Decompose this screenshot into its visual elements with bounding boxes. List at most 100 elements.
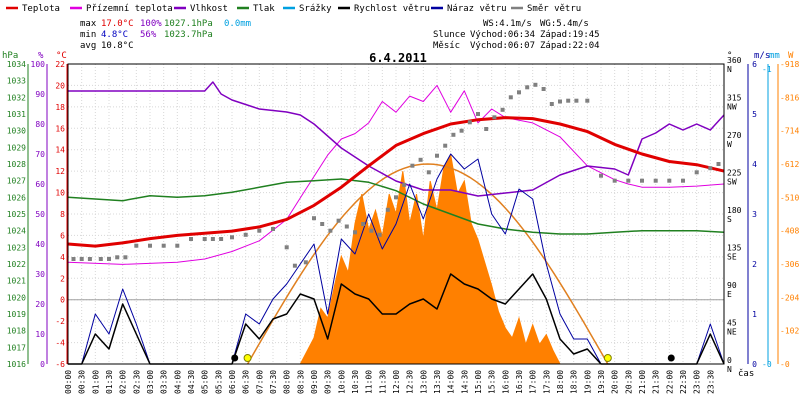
unit-ms: m/s xyxy=(754,51,770,61)
hpa-tick-label: 1018 xyxy=(7,327,26,336)
wind-direction-point xyxy=(640,178,644,183)
wind-direction-point xyxy=(257,228,262,233)
celsius-tick-label: 0 xyxy=(60,296,65,305)
wind-direction-point xyxy=(284,245,289,250)
wind-direction-point xyxy=(353,230,357,235)
w-tick-label: -204 xyxy=(780,293,799,302)
hpa-tick-label: 1034 xyxy=(7,60,26,69)
x-tick-label: 16:30 xyxy=(515,370,524,394)
w-tick-label: -306 xyxy=(780,260,799,269)
hpa-tick-label: 1031 xyxy=(7,110,26,119)
wind-direction-point xyxy=(123,255,128,260)
wind-direction-point xyxy=(653,178,658,183)
celsius-tick-label: -2 xyxy=(55,317,65,326)
wind-direction-point xyxy=(87,257,92,261)
x-tick-label: 16:00 xyxy=(501,370,510,394)
x-tick-label: 17:00 xyxy=(529,370,538,394)
w-tick-label: -408 xyxy=(780,227,799,236)
percent-tick-label: 70 xyxy=(35,150,45,159)
wind-direction-point xyxy=(79,257,84,261)
wind-direction-point xyxy=(517,90,521,95)
wind-direction-point xyxy=(435,153,439,158)
hpa-tick-label: 1016 xyxy=(7,360,26,369)
wind-direction-point xyxy=(115,255,120,260)
wind-direction-point xyxy=(210,237,215,241)
x-tick-label: 04:30 xyxy=(187,370,196,394)
hpa-tick-label: 1027 xyxy=(7,177,26,186)
x-tick-label: 09:30 xyxy=(324,370,333,394)
unit-w: W xyxy=(788,51,794,61)
x-tick-label: 09:00 xyxy=(310,370,319,394)
percent-tick-label: 60 xyxy=(35,180,45,189)
hpa-tick-label: 1023 xyxy=(7,243,26,252)
stats-avg-temp: 10.8°C xyxy=(101,41,134,51)
wind-direction-point xyxy=(312,216,316,221)
x-tick-label: 21:00 xyxy=(638,370,647,394)
x-tick-label: 15:00 xyxy=(474,370,483,394)
compass-label: NW xyxy=(727,103,737,112)
legend-item-prizemni-teplota: Přízemní teplota xyxy=(70,4,173,14)
wind-direction-point xyxy=(344,224,349,229)
wind-direction-point xyxy=(189,237,193,241)
legend-label: Srážky xyxy=(299,4,332,14)
x-tick-label: 06:30 xyxy=(242,370,251,394)
x-tick-label: 02:00 xyxy=(119,370,128,394)
wind-speed-info: WS:4.1m/s xyxy=(483,19,532,29)
moon-label: Měsíc xyxy=(433,41,460,51)
percent-tick-label: 100 xyxy=(31,60,46,69)
ms-tick-label: 3 xyxy=(752,210,757,219)
legend-item-srazky: Srážky xyxy=(283,4,332,14)
wind-direction-point xyxy=(230,235,234,240)
hpa-tick-label: 1019 xyxy=(7,310,26,319)
x-tick-label: 08:30 xyxy=(296,370,305,394)
compass-label: N xyxy=(727,65,732,74)
percent-tick-label: 0 xyxy=(40,360,45,369)
compass-label: E xyxy=(727,290,732,299)
legend: Teplota Přízemní teplota Vlhkost Tlak Sr… xyxy=(6,4,581,14)
hpa-tick-label: 1020 xyxy=(7,293,26,302)
w-tick-label: -102 xyxy=(780,327,799,336)
legend-item-naraz-vetru: Náraz větru xyxy=(431,4,507,14)
sunset: Západ:19:45 xyxy=(540,30,600,40)
moonset: Západ:22:04 xyxy=(540,41,600,51)
stats-max-press: 1027.1hPa xyxy=(164,19,213,29)
wind-direction-point xyxy=(612,178,617,183)
compass-label: S xyxy=(727,215,732,224)
ms-tick-label: 4 xyxy=(752,160,757,169)
sunrise: Východ:06:34 xyxy=(470,30,535,40)
ms-tick-label: 1 xyxy=(752,310,757,319)
wind-direction-point xyxy=(566,98,571,103)
unit-pct: % xyxy=(38,51,44,61)
hpa-tick-label: 1030 xyxy=(7,127,26,136)
x-tick-label: 23:30 xyxy=(706,370,715,394)
x-tick-label: 00:30 xyxy=(78,370,87,394)
celsius-tick-label: 6 xyxy=(60,231,65,240)
x-tick-label: 13:30 xyxy=(433,370,442,394)
x-tick-label: 02:30 xyxy=(132,370,141,394)
x-tick-label: 03:00 xyxy=(146,370,155,394)
celsius-tick-label: 2 xyxy=(60,274,65,283)
celsius-tick-label: 4 xyxy=(60,253,65,262)
x-tick-label: 23:00 xyxy=(693,370,702,394)
x-tick-label: 17:30 xyxy=(542,370,551,394)
legend-label: Teplota xyxy=(22,4,60,14)
axis-units: hPa % °C ° m/s mm W čas xyxy=(2,51,794,379)
stats-max-rain: 0.0mm xyxy=(224,19,251,29)
wind-direction-point xyxy=(369,228,374,233)
wind-direction-point xyxy=(667,178,672,183)
wind-direction-point xyxy=(107,257,111,261)
wind-direction-point xyxy=(219,237,224,241)
ground-temp-line xyxy=(67,84,725,265)
wind-direction-point xyxy=(500,107,505,112)
hpa-tick-label: 1029 xyxy=(7,143,26,152)
celsius-tick-label: 18 xyxy=(55,103,65,112)
legend-label: Náraz větru xyxy=(447,4,507,14)
x-tick-label: 07:30 xyxy=(269,370,278,394)
hpa-tick-label: 1022 xyxy=(7,260,26,269)
hpa-tick-label: 1025 xyxy=(7,210,26,219)
x-tick-label: 10:00 xyxy=(337,370,346,394)
stats-max-label: max xyxy=(80,19,97,29)
compass-label: SW xyxy=(727,178,737,187)
x-tick-label: 00:00 xyxy=(64,370,73,394)
